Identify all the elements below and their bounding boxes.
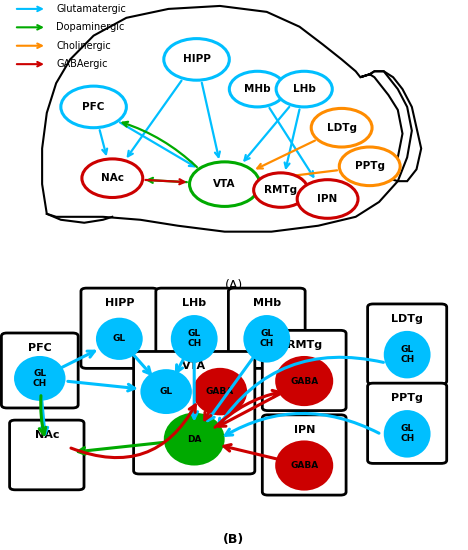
Circle shape	[297, 180, 358, 218]
Text: IPN: IPN	[317, 194, 338, 204]
Text: GABA: GABA	[290, 377, 318, 386]
FancyBboxPatch shape	[228, 288, 305, 368]
Ellipse shape	[384, 410, 431, 458]
FancyBboxPatch shape	[10, 420, 84, 490]
Text: VTA: VTA	[213, 179, 236, 189]
Text: PFC: PFC	[28, 343, 51, 353]
Ellipse shape	[193, 368, 247, 415]
Circle shape	[339, 147, 400, 186]
Circle shape	[276, 72, 332, 107]
Text: IPN: IPN	[293, 425, 315, 435]
Text: GL
CH: GL CH	[400, 425, 414, 443]
Circle shape	[164, 39, 229, 80]
Ellipse shape	[96, 318, 143, 360]
Text: GABA: GABA	[290, 461, 318, 470]
Text: LHb: LHb	[293, 84, 315, 94]
FancyBboxPatch shape	[134, 351, 255, 474]
Ellipse shape	[171, 315, 218, 362]
Circle shape	[61, 86, 126, 128]
FancyBboxPatch shape	[368, 304, 446, 384]
Text: (B): (B)	[223, 533, 245, 546]
Text: RMTg: RMTg	[264, 185, 297, 195]
Ellipse shape	[164, 412, 225, 465]
Circle shape	[311, 108, 372, 147]
Ellipse shape	[243, 315, 290, 362]
Text: (A): (A)	[225, 279, 243, 292]
Text: GL
CH: GL CH	[187, 329, 201, 348]
Text: PPTg: PPTg	[391, 393, 423, 403]
Ellipse shape	[384, 331, 431, 378]
FancyBboxPatch shape	[156, 288, 233, 368]
Text: LDTg: LDTg	[391, 314, 423, 324]
Text: VTA: VTA	[182, 361, 206, 371]
Text: GABA: GABA	[206, 387, 234, 396]
Text: Cholinergic: Cholinergic	[56, 41, 111, 51]
FancyBboxPatch shape	[263, 331, 346, 411]
Text: PPTg: PPTg	[355, 161, 385, 171]
Text: MHb: MHb	[253, 298, 281, 308]
Text: NAc: NAc	[35, 430, 59, 440]
Ellipse shape	[140, 369, 192, 414]
Text: MHb: MHb	[244, 84, 271, 94]
FancyBboxPatch shape	[1, 333, 78, 408]
FancyBboxPatch shape	[368, 383, 446, 464]
Text: GABAergic: GABAergic	[56, 59, 108, 69]
Text: GL
CH: GL CH	[33, 369, 47, 388]
Circle shape	[190, 162, 260, 206]
Text: HIPP: HIPP	[104, 298, 134, 308]
Text: DA: DA	[187, 434, 201, 444]
Text: LHb: LHb	[182, 298, 206, 308]
Text: GL: GL	[113, 334, 126, 343]
Circle shape	[82, 159, 143, 197]
Circle shape	[229, 72, 285, 107]
Text: GL
CH: GL CH	[260, 329, 274, 348]
FancyBboxPatch shape	[81, 288, 158, 368]
Ellipse shape	[14, 356, 66, 401]
Text: RMTg: RMTg	[286, 340, 322, 350]
FancyBboxPatch shape	[263, 415, 346, 495]
Circle shape	[254, 173, 308, 207]
Text: HIPP: HIPP	[183, 54, 211, 64]
Ellipse shape	[275, 441, 333, 491]
Ellipse shape	[275, 356, 333, 406]
Text: NAc: NAc	[101, 173, 124, 183]
Text: GL: GL	[160, 387, 173, 396]
Text: LDTg: LDTg	[327, 123, 357, 133]
Text: Glutamatergic: Glutamatergic	[56, 4, 126, 14]
Text: Dopaminergic: Dopaminergic	[56, 23, 124, 32]
Text: PFC: PFC	[82, 102, 105, 112]
Text: GL
CH: GL CH	[400, 345, 414, 364]
